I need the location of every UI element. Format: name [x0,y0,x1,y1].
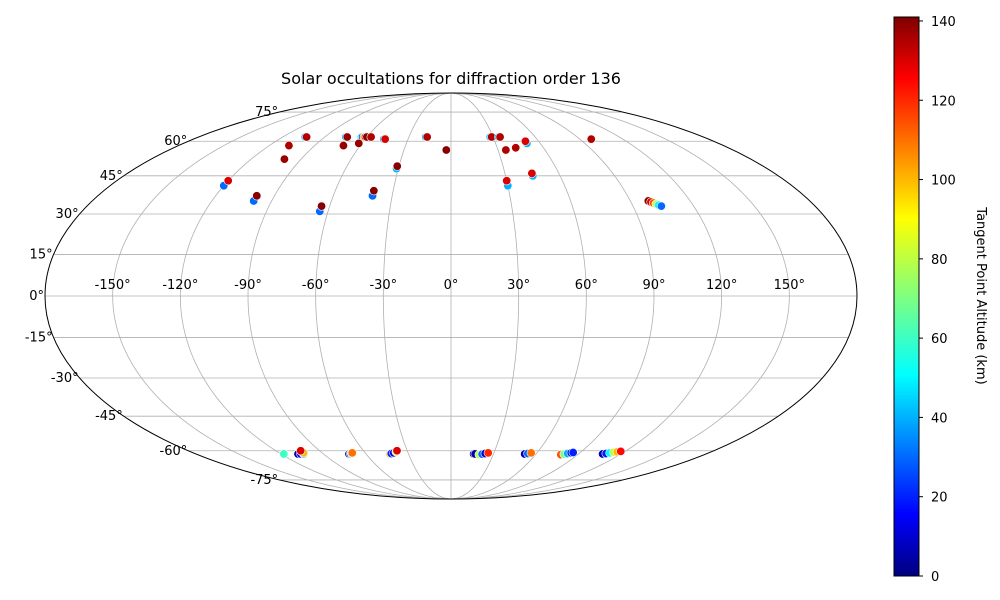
latitude-tick-label: -60° [160,444,188,459]
colorbar-tick-label: 100 [931,174,956,189]
data-point [279,449,289,459]
map-boundary [44,92,858,500]
data-point [441,145,451,155]
latitude-tick-label: -15° [25,331,53,346]
colorbar-tick-label: 140 [931,15,956,30]
meridian-line [179,93,452,499]
longitude-tick-label: -60° [302,278,330,293]
data-points [219,132,666,460]
data-point [526,448,536,458]
colorbar-tick-label: 0 [931,570,939,585]
colorbar-ticks: 0 20 40 60 80 100 120 140 [919,15,956,585]
latitude-tick-label: -45° [95,409,123,424]
longitude-tick-label: 0° [444,278,459,293]
data-point [568,447,578,457]
colorbar-tick-label: 20 [931,491,948,506]
data-point [279,154,289,164]
colorbar-tick-label: 40 [931,411,948,426]
colorbar-tick-label: 120 [931,94,956,109]
data-point [347,448,357,458]
data-point [302,132,312,142]
latitude-tick-label: 75° [255,105,278,120]
longitude-tick-label: -120° [162,278,198,293]
latitude-tick-label: 0° [29,289,44,304]
data-point [511,143,521,153]
colorbar-label: Tangent Point Altitude (km) [973,206,988,384]
longitude-tick-label: -30° [369,278,397,293]
data-point [502,176,512,186]
colorbar-gradient [893,16,920,577]
longitude-tick-labels: -150° -120° -90° -60° -30° 0° 30° 60° 90° 120° 150… [95,278,805,293]
data-point [366,132,376,142]
latitude-tick-label: 60° [164,134,187,149]
latitude-tick-label: 45° [100,169,123,184]
data-point [483,448,493,458]
meridian-line [247,93,452,499]
meridian-line [112,93,452,499]
data-point [501,145,511,155]
map-grid [45,93,857,499]
meridian-line [450,93,655,499]
data-point [338,141,348,151]
colorbar-tick-label: 60 [931,332,948,347]
data-point [252,191,262,201]
data-point [296,446,306,456]
latitude-tick-label: 15° [30,247,53,262]
data-point [520,136,530,146]
data-point [380,134,390,144]
data-point [656,201,666,211]
colorbar: 0 20 40 60 80 100 120 140 Tangent Point Altitud… [893,15,988,585]
latitude-tick-label: 30° [56,207,79,222]
data-point [616,446,626,456]
data-point [392,161,402,171]
longitude-tick-label: 150° [774,278,805,293]
meridian-line [382,93,452,499]
longitude-tick-label: 30° [507,278,530,293]
data-point [495,132,505,142]
longitude-tick-label: -150° [95,278,131,293]
data-point [342,132,352,142]
meridian-line [450,93,790,499]
colorbar-tick-label: 80 [931,253,948,268]
meridian-line [450,93,587,499]
data-point [527,168,537,178]
longitude-tick-label: -90° [234,278,262,293]
data-point [284,141,294,151]
data-point [369,186,379,196]
data-point [223,176,233,186]
longitude-tick-label: 120° [706,278,737,293]
meridian-line [450,93,723,499]
longitude-tick-label: 60° [575,278,598,293]
data-point [317,201,327,211]
latitude-tick-labels: 75° 60° 45° 30° 15° 0° -15° -30° -45° -60° -75° [25,105,278,488]
longitude-tick-label: 90° [642,278,665,293]
chart-title: Solar occultations for diffraction order… [281,69,621,88]
data-point [586,134,596,144]
meridian-line [450,93,520,499]
latitude-tick-label: -75° [250,473,278,488]
data-point [392,446,402,456]
data-point [354,138,364,148]
latitude-tick-label: -30° [51,371,79,386]
data-point [422,132,432,142]
